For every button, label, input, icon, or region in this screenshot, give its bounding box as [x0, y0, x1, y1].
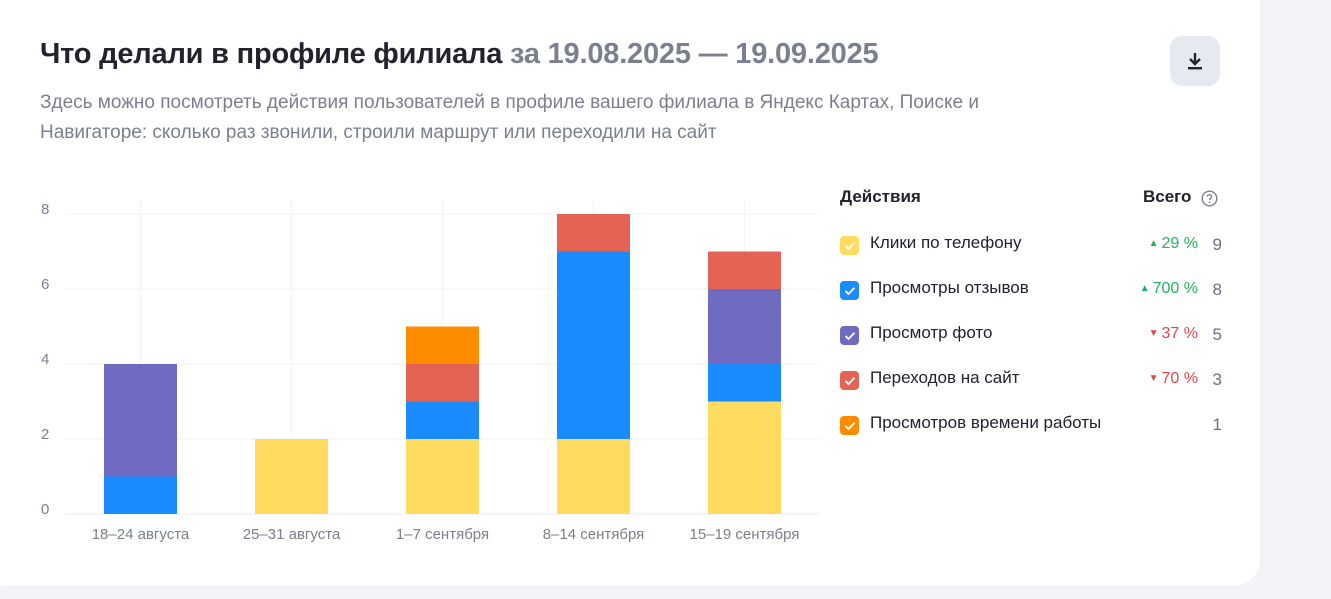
legend-checkbox[interactable] — [840, 326, 859, 345]
legend-label: Просмотры отзывов — [870, 278, 1029, 297]
bar-segment — [406, 439, 479, 514]
legend-item[interactable]: Просмотры отзывов ▲ 700 % 8 — [840, 277, 1222, 301]
bar-segment — [708, 251, 781, 289]
page-title: Что делали в профиле филиала за 19.08.20… — [40, 38, 879, 71]
legend-total: 3 — [1212, 370, 1222, 389]
check-icon — [844, 376, 855, 385]
y-tick-label: 4 — [41, 351, 49, 368]
bar-segment — [406, 326, 479, 364]
legend-change: ▼ 70 % — [1149, 370, 1198, 388]
check-icon — [844, 286, 855, 295]
check-icon — [844, 241, 855, 250]
legend-change: ▲ 29 % — [1149, 235, 1198, 253]
title-period: за 19.08.2025 — 19.09.2025 — [510, 38, 879, 70]
bar-segment — [406, 401, 479, 439]
bar-segment — [557, 251, 630, 439]
legend-item[interactable]: Просмотр фото ▼ 37 % 5 — [840, 322, 1222, 346]
bar-segment — [708, 364, 781, 402]
arrow-down-icon: ▼ — [1148, 373, 1159, 384]
bar-segment — [708, 401, 781, 514]
check-icon — [844, 331, 855, 340]
arrow-up-icon: ▲ — [1148, 238, 1159, 249]
legend-checkbox[interactable] — [840, 236, 859, 255]
legend-item[interactable]: Переходов на сайт ▼ 70 % 3 — [840, 367, 1222, 391]
bar-segment — [557, 214, 630, 252]
bar-segment — [557, 439, 630, 514]
legend-label: Переходов на сайт — [870, 368, 1020, 387]
legend-checkbox[interactable] — [840, 371, 859, 390]
bar-segment — [104, 364, 177, 477]
legend-label: Клики по телефону — [870, 233, 1022, 252]
bar-segment — [104, 476, 177, 514]
y-tick-label: 8 — [41, 201, 49, 218]
bar-segment — [255, 439, 328, 514]
y-tick-label: 0 — [41, 501, 49, 518]
legend-total: 9 — [1212, 235, 1222, 254]
legend-change-value: 700 % — [1152, 280, 1198, 297]
bar-segment — [406, 364, 479, 402]
legend-checkbox[interactable] — [840, 416, 859, 435]
x-tick-label: 1–7 сентября — [396, 526, 489, 543]
legend-checkbox[interactable] — [840, 281, 859, 300]
legend-change: ▼ 37 % — [1149, 325, 1198, 343]
legend-change: ▲ 700 % — [1140, 280, 1198, 298]
legend-change-value: 37 % — [1161, 325, 1198, 342]
legend-total: 1 — [1212, 415, 1222, 434]
legend-total: 8 — [1212, 280, 1222, 299]
check-icon — [844, 421, 855, 430]
legend-change-value: 29 % — [1161, 235, 1198, 252]
legend-item[interactable]: Клики по телефону ▲ 29 % 9 — [840, 232, 1222, 256]
page-subtitle: Здесь можно посмотреть действия пользова… — [40, 92, 979, 143]
legend-change-value: 70 % — [1161, 370, 1198, 387]
bar-segment — [708, 289, 781, 364]
x-tick-label: 15–19 сентября — [690, 526, 800, 543]
legend-label: Просмотр фото — [870, 323, 993, 342]
title-text: Что делали в профиле филиала — [40, 38, 503, 70]
legend-item[interactable]: Просмотров времени работы 1 — [840, 412, 1222, 436]
legend-total: 5 — [1212, 325, 1222, 344]
help-icon[interactable] — [1201, 190, 1218, 207]
bar-chart: 0 2 4 6 8 18–24 августа 25–31 августа 1–7 сентя… — [41, 200, 820, 543]
x-tick-label: 25–31 августа — [243, 526, 341, 543]
y-tick-label: 6 — [41, 276, 49, 293]
y-tick-label: 2 — [41, 426, 49, 443]
download-icon — [1188, 53, 1202, 70]
x-tick-label: 18–24 августа — [92, 526, 190, 543]
legend-total-header: Всего — [1143, 187, 1192, 206]
download-button[interactable] — [1170, 36, 1220, 86]
legend-actions-header: Действия — [840, 187, 921, 206]
arrow-down-icon: ▼ — [1148, 328, 1159, 339]
arrow-up-icon: ▲ — [1139, 283, 1150, 294]
x-tick-label: 8–14 сентября — [543, 526, 645, 543]
legend-label: Просмотров времени работы — [870, 413, 1102, 432]
